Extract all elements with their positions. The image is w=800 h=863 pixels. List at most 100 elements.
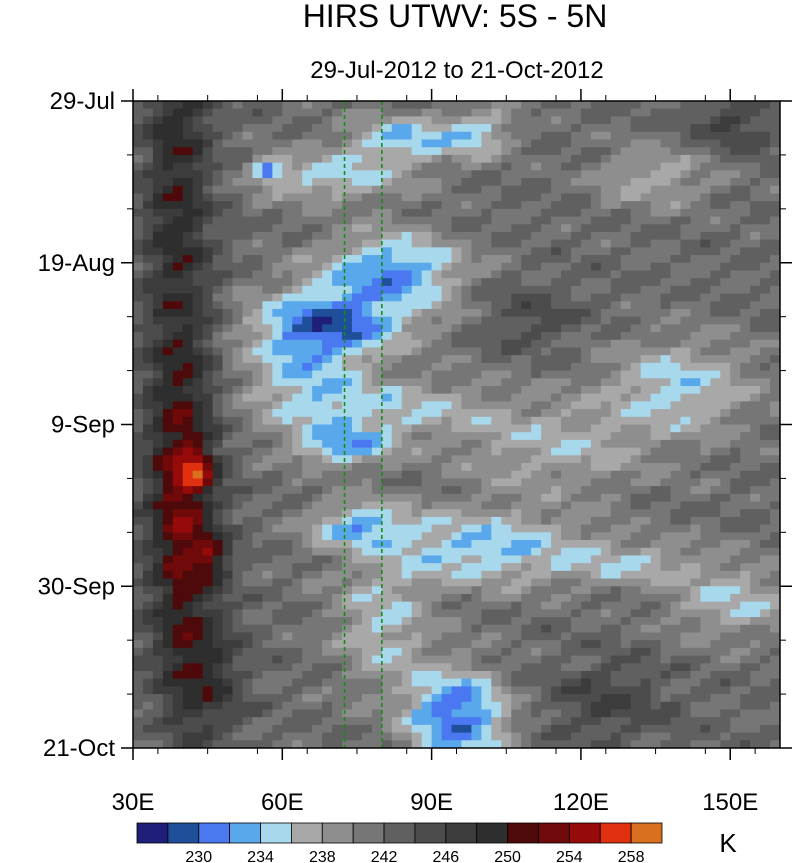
heatmap-cell (551, 201, 562, 210)
heatmap-cell (630, 524, 642, 533)
heatmap-cell (401, 162, 413, 171)
heatmap-cell (680, 555, 692, 564)
heatmap-cell (700, 424, 711, 433)
heatmap-cell (302, 239, 313, 248)
heatmap-cell (770, 285, 780, 295)
heatmap-cell (342, 355, 353, 364)
heatmap-cell (650, 278, 662, 287)
heatmap-cell (730, 308, 741, 318)
heatmap-cell (451, 678, 463, 687)
heatmap-cell (451, 278, 463, 287)
heatmap-cell (551, 124, 562, 133)
heatmap-cell (770, 162, 780, 171)
heatmap-cell (182, 432, 194, 441)
heatmap-cell (172, 470, 184, 480)
heatmap-cell (222, 270, 234, 279)
heatmap-cell (600, 424, 612, 433)
heatmap-cell (133, 416, 144, 426)
heatmap-cell (391, 124, 403, 133)
heatmap-cell (272, 255, 283, 264)
heatmap-cell (501, 470, 512, 480)
heatmap-cell (381, 547, 393, 557)
heatmap-cell (302, 162, 313, 171)
heatmap-cell (660, 439, 672, 449)
heatmap-cell (192, 124, 204, 133)
heatmap-cell (700, 285, 711, 295)
heatmap-cell (262, 362, 273, 372)
heatmap-cell (451, 455, 463, 464)
heatmap-cell (332, 170, 343, 179)
heatmap-cell (431, 162, 443, 171)
heatmap-cell (551, 540, 562, 549)
heatmap-cell (501, 131, 512, 141)
heatmap-cell (411, 432, 423, 441)
heatmap-cell (750, 447, 761, 456)
heatmap-cell (212, 339, 224, 349)
heatmap-cell (222, 655, 234, 664)
heatmap-cell (590, 524, 602, 533)
heatmap-cell (700, 193, 711, 202)
heatmap-cell (511, 439, 522, 449)
heatmap-cell (481, 424, 492, 433)
heatmap-cell (302, 247, 313, 256)
heatmap-cell (720, 116, 731, 125)
heatmap-cell (252, 193, 263, 202)
heatmap-cell (312, 124, 323, 133)
heatmap-cell (202, 347, 214, 356)
heatmap-cell (381, 316, 393, 325)
heatmap-cell (590, 609, 602, 618)
heatmap-cell (551, 185, 562, 195)
heatmap-cell (551, 301, 562, 310)
heatmap-cell (282, 647, 293, 657)
heatmap-cell (322, 655, 333, 664)
heatmap-cell (531, 524, 542, 533)
heatmap-cell (391, 509, 403, 518)
heatmap-cell (680, 409, 692, 418)
heatmap-cell (421, 355, 433, 364)
heatmap-cell (232, 308, 244, 318)
heatmap-cell (381, 416, 393, 426)
heatmap-cell (332, 570, 343, 580)
heatmap-cell (162, 131, 174, 141)
heatmap-cell (580, 470, 592, 480)
heatmap-cell (700, 593, 711, 603)
heatmap-cell (182, 655, 194, 664)
heatmap-cell (142, 278, 154, 287)
heatmap-cell (361, 378, 373, 387)
heatmap-cell (650, 193, 662, 202)
heatmap-cell (610, 655, 622, 664)
heatmap-cell (182, 555, 194, 564)
heatmap-cell (381, 255, 393, 264)
heatmap-cell (491, 432, 502, 441)
heatmap-cell (401, 678, 413, 687)
heatmap-cell (192, 401, 204, 410)
heatmap-cell (760, 401, 771, 410)
heatmap-cell (272, 424, 283, 433)
heatmap-cell (511, 108, 522, 118)
heatmap-cell (152, 416, 164, 426)
heatmap-cell (322, 162, 333, 171)
heatmap-cell (262, 455, 273, 464)
heatmap-cell (182, 532, 194, 541)
heatmap-cell (381, 640, 393, 649)
heatmap-cell (720, 278, 731, 287)
heatmap-cell (411, 108, 423, 118)
heatmap-cell (302, 385, 313, 395)
heatmap-cell (441, 224, 453, 233)
heatmap-cell (302, 455, 313, 464)
heatmap-cell (590, 463, 602, 472)
heatmap-cell (312, 385, 323, 395)
heatmap-cell (411, 147, 423, 156)
heatmap-cell (640, 447, 652, 456)
heatmap-cell (351, 324, 363, 333)
heatmap-cell (700, 432, 711, 441)
heatmap-cell (541, 201, 552, 210)
heatmap-cell (461, 116, 473, 125)
heatmap-cell (570, 332, 582, 341)
heatmap-cell (521, 547, 532, 557)
heatmap-cell (670, 670, 682, 680)
heatmap-cell (491, 478, 502, 487)
heatmap-cell (551, 347, 562, 356)
heatmap-cell (451, 301, 463, 310)
heatmap-cell (162, 447, 174, 456)
